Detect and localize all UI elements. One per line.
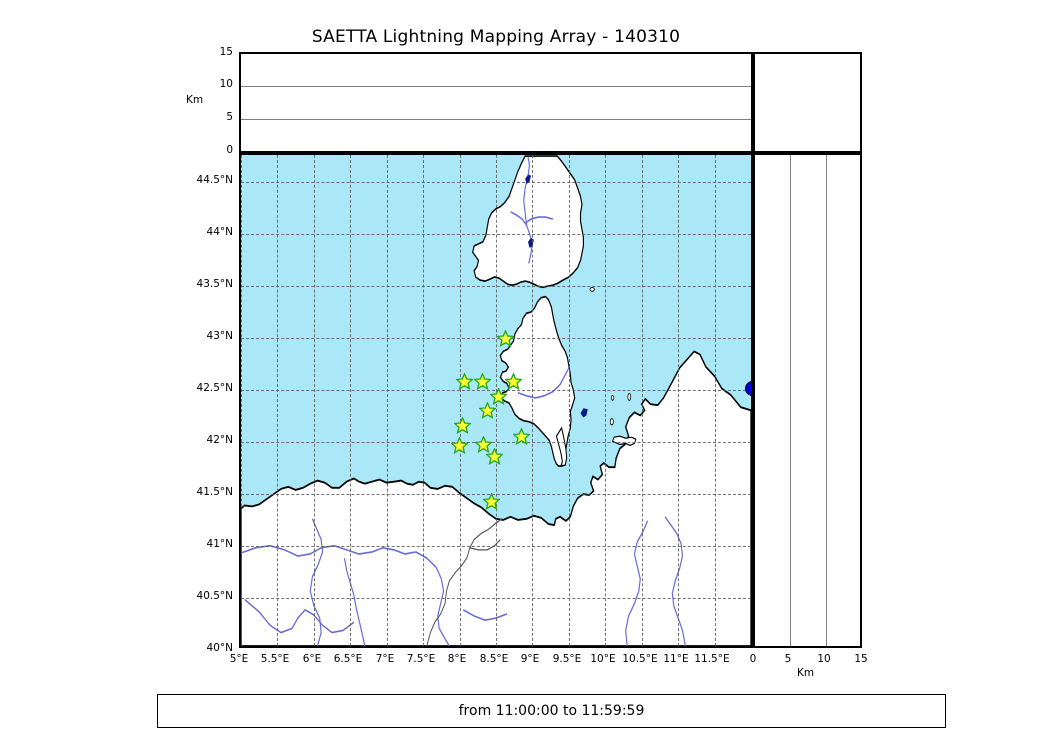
map-gridline-5E [241, 155, 242, 646]
map-xtick-9.5E: 9.5°E [552, 653, 582, 665]
top-ytick-0: 0 [226, 144, 233, 156]
map-xtick-7.5E: 7.5°E [406, 653, 436, 665]
map-gridline-7E [386, 155, 388, 646]
map-gridline-10.5E [641, 155, 643, 646]
map-ytick-44.5N: 44.5°N [196, 174, 233, 186]
lightning-source-marker[interactable] [744, 380, 751, 396]
map-ytick-41N: 41°N [206, 538, 233, 550]
map-gridline-6.5E [350, 155, 352, 646]
right-xtick-5: 5 [784, 653, 792, 665]
right-panel-xlabel: Km [797, 667, 815, 679]
map-ytick-41.5N: 41.5°N [196, 486, 233, 498]
station-marker-star[interactable] [485, 448, 503, 466]
altitude-latitude-panel [753, 153, 862, 648]
map-xtick-8E: 8°E [447, 653, 467, 665]
map-xtick-7E: 7°E [375, 653, 395, 665]
altitude-longitude-panel [239, 52, 753, 153]
map-xtick-5E: 5°E [229, 653, 249, 665]
page-title: SAETTA Lightning Mapping Array - 140310 [311, 27, 681, 47]
map-ytick-42N: 42°N [206, 434, 233, 446]
map-gridline-9.5E [568, 155, 570, 646]
map-gridline-7.5E [423, 155, 425, 646]
map-xtick-6.5E: 6.5°E [333, 653, 363, 665]
map-ytick-40N: 40°N [206, 642, 233, 654]
map-panel[interactable] [239, 153, 753, 648]
map-xtick-9E: 9°E [520, 653, 540, 665]
time-range-caption: from 11:00:00 to 11:59:59 [157, 694, 946, 728]
map-xtick-11.5E: 11.5°E [694, 653, 730, 665]
map-gridline-11E [678, 155, 680, 646]
map-xtick-5.5E: 5.5°E [260, 653, 290, 665]
map-xtick-10E: 10°E [590, 653, 616, 665]
map-gridline-5.5E [277, 155, 279, 646]
station-marker-star[interactable] [454, 416, 472, 434]
map-gridline-9E [532, 155, 534, 646]
station-marker-star[interactable] [490, 387, 508, 405]
station-marker-star[interactable] [497, 330, 515, 347]
station-marker-star[interactable] [474, 373, 492, 391]
top-ytick-10: 10 [219, 78, 233, 90]
map-ytick-42.5N: 42.5°N [196, 382, 233, 394]
gridline-10km [241, 86, 751, 88]
map-xtick-11E: 11°E [663, 653, 689, 665]
station-marker-star[interactable] [451, 436, 469, 454]
station-marker-star[interactable] [456, 373, 473, 391]
map-gridline-6E [313, 155, 315, 646]
map-gridline-11.5E [714, 155, 716, 646]
station-marker-star[interactable] [504, 373, 522, 391]
top-ytick-5: 5 [226, 111, 233, 123]
station-marker-star[interactable] [478, 402, 496, 420]
map-xtick-8.5E: 8.5°E [479, 653, 509, 665]
right-xtick-0: 0 [749, 653, 757, 665]
map-xtick-6E: 6°E [302, 653, 322, 665]
map-ytick-40.5N: 40.5°N [196, 590, 233, 602]
map-gridline-8E [459, 155, 461, 646]
station-marker-star[interactable] [483, 492, 501, 510]
map-ytick-44N: 44°N [206, 226, 233, 238]
map-gridline-10E [605, 155, 607, 646]
map-ytick-43.5N: 43.5°N [196, 278, 233, 290]
right-xtick-10: 10 [817, 653, 831, 665]
top-panel-ylabel: Km [186, 94, 204, 106]
top-ytick-15: 15 [219, 46, 233, 58]
right-xtick-15: 15 [854, 653, 868, 665]
gridline-5km [241, 118, 751, 120]
gridline-10km [825, 155, 827, 646]
map-xtick-10.5E: 10.5°E [622, 653, 658, 665]
station-marker-star[interactable] [512, 427, 530, 445]
station-marker-star[interactable] [475, 436, 493, 454]
corner-panel [753, 52, 862, 153]
gridline-5km [790, 155, 792, 646]
map-ytick-43N: 43°N [206, 330, 233, 342]
